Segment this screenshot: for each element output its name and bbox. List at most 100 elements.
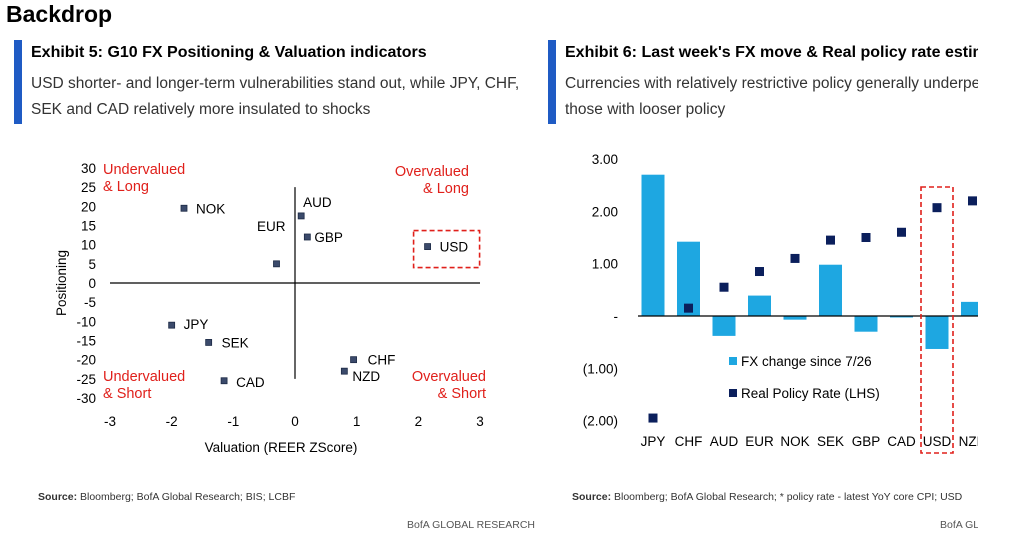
x-tick-label: -1 <box>227 414 239 429</box>
point-jpy <box>168 321 176 329</box>
source-note: Source: Bloomberg; BofA Global Research;… <box>572 491 962 503</box>
quadrant-label: & Short <box>103 386 151 402</box>
page-title: Backdrop <box>6 1 113 27</box>
y-tick-label: 15 <box>81 219 96 234</box>
x-tick-label: 3 <box>476 414 484 429</box>
point-chf <box>350 356 357 364</box>
y-tick-label: (2.00) <box>583 414 618 429</box>
marker-nzd <box>968 196 977 206</box>
category-label: CHF <box>675 434 703 449</box>
y-tick-label: 10 <box>81 238 96 253</box>
x-tick-label: 0 <box>291 414 299 429</box>
legend-label: FX change since 7/26 <box>741 354 872 369</box>
bar-eur <box>748 295 771 316</box>
exhibit-5-panel: Exhibit 5: G10 FX Positioning & Valuatio… <box>14 40 535 553</box>
brand-label: BofA GL <box>940 519 978 531</box>
legend-label: Real Policy Rate (LHS) <box>741 386 880 401</box>
bar-gbp <box>854 316 878 332</box>
point-aud <box>297 212 305 220</box>
y-tick-label: -20 <box>76 353 96 368</box>
exhibit-title: Exhibit 5: G10 FX Positioning & Valuatio… <box>31 44 427 61</box>
category-label: GBP <box>852 434 881 449</box>
y-tick-label: 5 <box>88 257 96 272</box>
y-tick-label: -15 <box>76 334 96 349</box>
brand-label: BofA GLOBAL RESEARCH <box>407 519 535 531</box>
point-usd <box>424 243 431 250</box>
source-label: Source: <box>572 491 612 503</box>
y-tick-label: - <box>614 309 619 324</box>
accent-bar <box>548 40 556 124</box>
point-nok <box>180 204 188 212</box>
usd-highlight-box <box>412 229 481 269</box>
point-gbp <box>303 233 311 241</box>
subtitle-line: SEK and CAD relatively more insulated to… <box>31 101 371 118</box>
bar-aud <box>712 316 736 336</box>
legend-swatch-bar <box>729 357 737 365</box>
category-label: JPY <box>641 434 666 449</box>
bar-nok <box>783 316 807 320</box>
x-tick-label: 1 <box>353 414 361 429</box>
source-text: Bloomberg; BofA Global Research; * polic… <box>611 491 963 503</box>
category-label: SEK <box>817 434 844 449</box>
point-sek <box>205 339 213 346</box>
category-label: USD <box>923 434 952 449</box>
subtitle-line: those with looser policy <box>565 101 726 118</box>
exhibit-subtitle: USD shorter- and longer-term vulnerabili… <box>31 71 519 123</box>
y-tick-label: -5 <box>84 295 96 310</box>
point-label-usd: USD <box>440 240 469 255</box>
exhibit-title: Exhibit 6: Last week's FX move & Real po… <box>565 44 978 61</box>
point-cad <box>220 377 228 385</box>
y-tick-label: 20 <box>81 199 96 214</box>
point-label-sek: SEK <box>222 335 249 350</box>
subtitle-line: USD shorter- and longer-term vulnerabili… <box>31 75 520 92</box>
point-label-jpy: JPY <box>184 317 209 332</box>
bar-cad <box>890 316 913 318</box>
y-tick-label: 0 <box>88 276 96 291</box>
exhibit-subtitle: Currencies with relatively restrictive p… <box>565 71 978 123</box>
marker-gbp <box>861 233 871 242</box>
quadrant-label: & Long <box>103 179 149 195</box>
marker-chf <box>684 303 693 313</box>
marker-aud <box>719 282 729 292</box>
point-label-chf: CHF <box>368 353 396 368</box>
y-tick-label: 1.00 <box>592 257 618 272</box>
quadrant-label: Overvalued <box>412 369 486 385</box>
point-label-nok: NOK <box>196 201 225 216</box>
quadrant-label: Undervalued <box>103 369 185 385</box>
category-label: CAD <box>887 434 916 449</box>
source-note: Source: Bloomberg; BofA Global Research;… <box>38 491 295 503</box>
category-label: NZD <box>959 434 978 449</box>
x-axis-title: Valuation (REER ZScore) <box>205 440 358 455</box>
marker-jpy <box>648 413 658 423</box>
legend-swatch-marker <box>729 389 737 397</box>
y-tick-label: -30 <box>76 391 96 406</box>
marker-cad <box>897 227 906 237</box>
subtitle-line: Currencies with relatively restrictive p… <box>565 75 978 92</box>
y-tick-label: -25 <box>76 372 96 387</box>
bar-chf <box>677 241 700 316</box>
marker-usd <box>932 203 942 213</box>
x-tick-label: 2 <box>415 414 423 429</box>
quadrant-label: Overvalued <box>395 164 469 180</box>
y-tick-label: 25 <box>81 180 96 195</box>
y-tick-label: 3.00 <box>592 152 618 167</box>
point-label-gbp: GBP <box>314 230 343 245</box>
bar-jpy <box>641 174 665 316</box>
y-tick-label: (1.00) <box>583 361 618 376</box>
y-tick-label: 2.00 <box>592 204 618 219</box>
bar-sek <box>819 264 842 316</box>
point-eur <box>273 260 280 268</box>
source-text: Bloomberg; BofA Global Research; BIS; LC… <box>77 491 296 503</box>
marker-eur <box>755 267 764 277</box>
point-label-eur: EUR <box>257 219 286 234</box>
usd-highlight-box <box>920 186 954 454</box>
quadrant-label: Undervalued <box>103 162 185 178</box>
bar-nzd <box>961 301 978 316</box>
category-label: NOK <box>780 434 809 449</box>
bar-chart: 3.00 2.00 1.00 - (1.00) (2.00) JPY CHF AUD EUR NOK… <box>583 152 978 454</box>
marker-nok <box>790 253 800 263</box>
bar-usd <box>925 316 949 349</box>
y-axis-title: Positioning <box>54 250 69 316</box>
point-label-aud: AUD <box>303 195 332 210</box>
